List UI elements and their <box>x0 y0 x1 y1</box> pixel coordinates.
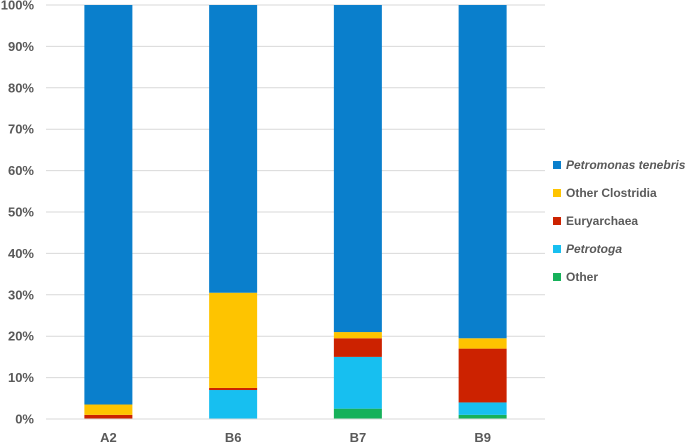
bar-segment-other <box>458 414 507 419</box>
legend-item: Petrotoga <box>553 242 622 256</box>
bar-segment-euryarchaea <box>333 338 382 357</box>
bar-segment-other <box>333 408 382 419</box>
bar-segment-euryarchaea <box>84 414 133 419</box>
y-tick-label: 60% <box>8 163 34 178</box>
bar-segment-petromonas-tenebris <box>209 5 258 293</box>
y-tick-label: 50% <box>8 205 34 220</box>
bar-stack-a2 <box>84 5 133 419</box>
bars <box>84 5 507 419</box>
legend-label: Petromonas tenebris <box>566 158 685 172</box>
x-category-label: B6 <box>225 430 242 445</box>
legend: Petromonas tenebris Other Clostridia Eurya… <box>553 158 685 284</box>
bar-segment-petrotoga <box>458 402 507 415</box>
bar-segment-other-clostridia <box>333 332 382 339</box>
bar-segment-other-clostridia <box>458 338 507 349</box>
y-tick-label: 80% <box>8 80 34 95</box>
legend-label: Other <box>566 270 598 284</box>
y-tick-label: 40% <box>8 246 34 261</box>
legend-swatch <box>553 217 561 225</box>
legend-label: Euryarchaea <box>566 214 638 228</box>
bar-segment-petromonas-tenebris <box>458 5 507 339</box>
legend-swatch <box>553 273 561 281</box>
legend-swatch <box>553 161 561 169</box>
bar-segment-petrotoga <box>333 356 382 409</box>
x-category-label: B7 <box>350 430 367 445</box>
bar-stack-b9 <box>458 5 507 419</box>
y-tick-label: 20% <box>8 329 34 344</box>
bar-segment-petromonas-tenebris <box>333 5 382 333</box>
legend-item: Other <box>553 270 598 284</box>
y-tick-label: 30% <box>8 287 34 302</box>
legend-item: Other Clostridia <box>553 186 657 200</box>
bar-segment-other-clostridia <box>84 404 133 415</box>
bar-segment-petrotoga <box>209 390 258 419</box>
legend-item: Petromonas tenebris <box>553 158 685 172</box>
bar-segment-petromonas-tenebris <box>84 5 133 405</box>
y-tick-label: 70% <box>8 122 34 137</box>
y-tick-label: 100% <box>1 0 35 13</box>
y-axis-tick-labels: 0% 10% 20% 30% 40% 50% 60% 70% 80% 90% 100% <box>1 0 35 427</box>
bar-stack-b7 <box>333 5 382 419</box>
y-tick-label: 0% <box>15 412 34 427</box>
y-tick-label: 10% <box>8 370 34 385</box>
legend-item: Euryarchaea <box>553 214 638 228</box>
bar-segment-euryarchaea <box>209 387 258 391</box>
y-tick-label: 90% <box>8 39 34 54</box>
legend-swatch <box>553 245 561 253</box>
bar-segment-euryarchaea <box>458 348 507 403</box>
x-category-label: B9 <box>474 430 491 445</box>
legend-swatch <box>553 189 561 197</box>
bar-stack-b6 <box>209 5 258 419</box>
bar-segment-other-clostridia <box>209 292 258 388</box>
x-axis-category-labels: A2 B6 B7 B9 <box>100 430 491 445</box>
legend-label: Other Clostridia <box>566 186 657 200</box>
x-category-label: A2 <box>100 430 117 445</box>
legend-label: Petrotoga <box>566 242 622 256</box>
